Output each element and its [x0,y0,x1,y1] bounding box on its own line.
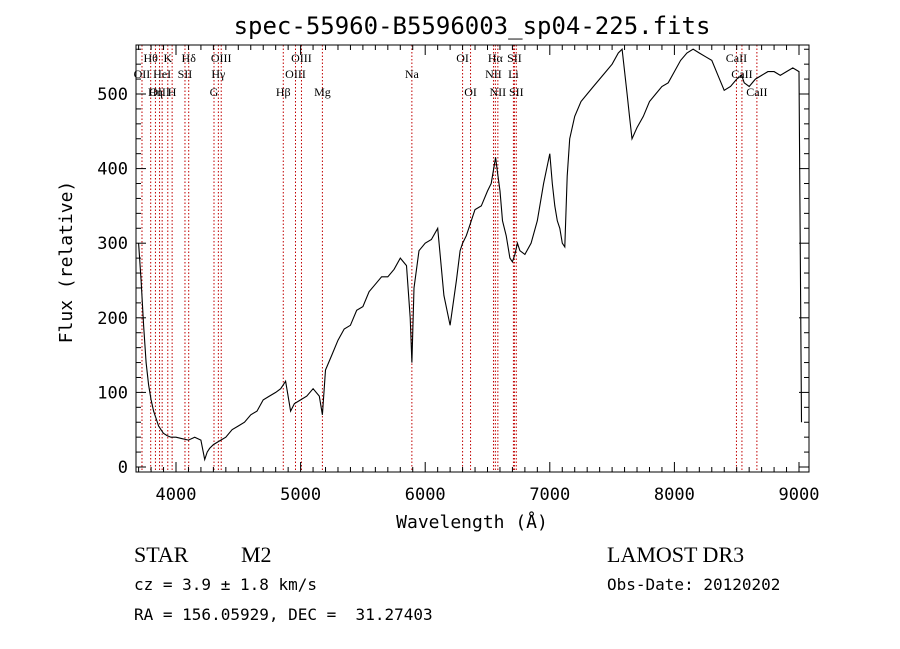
line-label-24: SII [509,85,524,99]
line-label-19: Hα [488,51,504,65]
line-label-20: SII [507,51,522,65]
line-label-26: CaII [731,67,752,81]
x-tick-label: 7000 [529,485,570,505]
redshift-cz: cz = 3.9 ± 1.8 km/s [134,575,317,594]
object-class: STAR [134,542,189,567]
line-label-27: CaII [746,85,767,99]
line-label-10: Hγ [211,67,226,81]
line-label-22: Li [508,67,519,81]
x-tick-label: 9000 [779,485,820,505]
spectrum-series [138,48,803,462]
survey-name: LAMOST DR3 [607,542,744,567]
axis-ticks [136,45,809,472]
line-label-16: Na [405,67,420,81]
line-label-14: OIII [285,67,306,81]
line-label-25: CaII [726,51,747,65]
y-tick-label: 400 [97,160,128,180]
line-label-7: H [168,85,177,99]
y-tick-labels: 0 100 200 300 400 500 [97,85,128,478]
y-tick-label: 300 [97,234,128,254]
object-subclass: M2 [241,542,272,567]
line-label-2: OIII [149,85,170,99]
chart-title: spec-55960-B5596003_sp04-225.fits [234,12,711,40]
line-label-9: OIII [211,51,232,65]
line-label-21: NII [485,67,502,81]
line-label-18: OI [464,85,477,99]
line-label-6: SII [178,67,193,81]
plot-frame [135,44,810,473]
line-label-13: OIII [291,51,312,65]
line-label-4: K [163,51,172,65]
y-tick-label: 500 [97,85,128,105]
y-tick-label: 0 [118,458,128,478]
line-label-12: Hβ [276,85,291,99]
x-tick-label: 4000 [156,485,197,505]
y-tick-label: 200 [97,309,128,329]
x-tick-label: 8000 [654,485,695,505]
line-label-15: Mg [314,85,331,99]
line-label-0: Hθ [143,51,158,65]
spectral-line-markers [141,45,758,472]
line-label-3: Hη [148,85,163,99]
line-label-17: OI [456,51,469,65]
line-label-5: HeI [153,67,171,81]
x-tick-labels: 4000 5000 6000 7000 8000 9000 [156,485,820,505]
coordinates: RA = 156.05929, DEC = 31.27403 [134,605,433,624]
x-tick-label: 5000 [280,485,321,505]
line-label-23: NII [490,85,507,99]
obs-date: Obs-Date: 20120202 [607,575,780,594]
line-label-8: Hδ [182,51,197,65]
line-label-11: G [210,85,219,99]
x-axis-label: Wavelength (Å) [396,511,548,533]
x-tick-label: 6000 [405,485,446,505]
y-axis-label: Flux (relative) [56,181,77,344]
y-tick-label: 100 [97,383,128,403]
line-label-1: OII [134,67,151,81]
